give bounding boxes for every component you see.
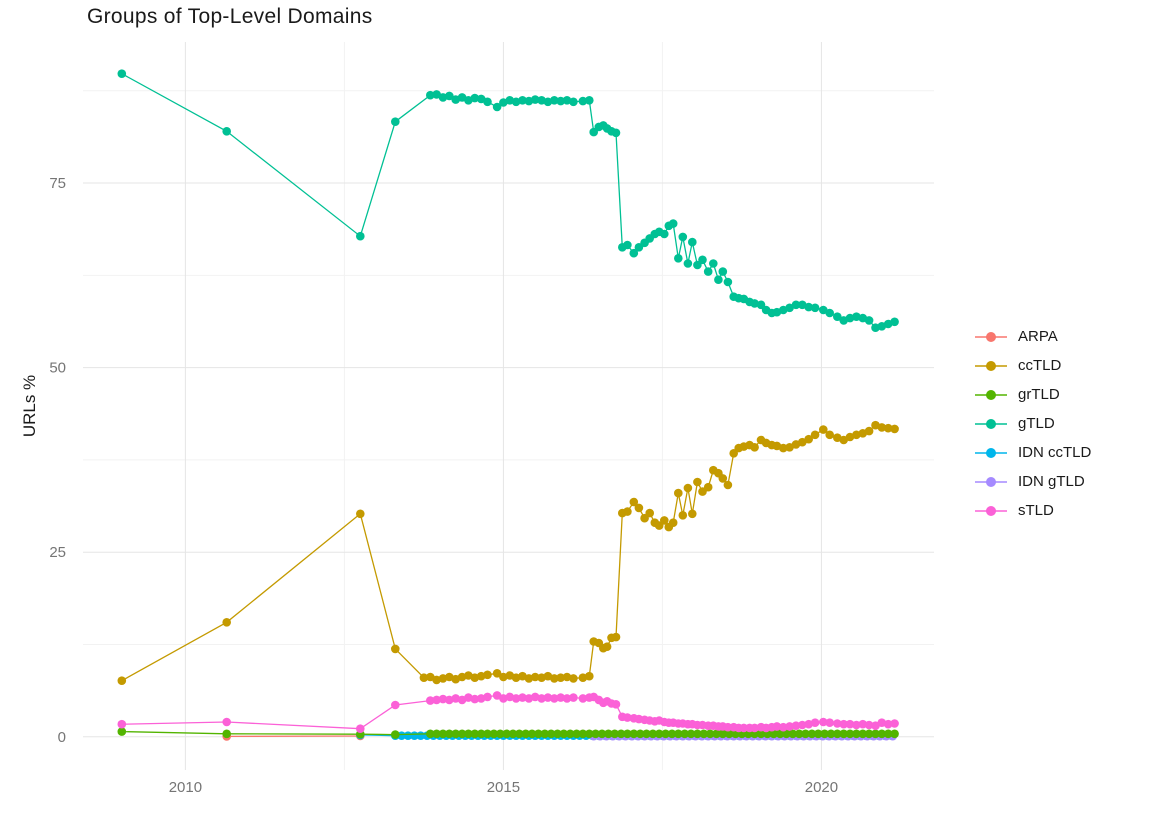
gridlines-major [83, 42, 934, 770]
legend-key-icon [975, 388, 1007, 402]
legend-key-icon [975, 417, 1007, 431]
chart-title: Groups of Top-Level Domains [87, 5, 373, 28]
gridlines-minor [83, 42, 934, 770]
legend-item-grtld: grTLD [975, 380, 1091, 409]
legend-item-idn-cctld: IDN ccTLD [975, 438, 1091, 467]
legend-item-cctld: ccTLD [975, 351, 1091, 380]
series-arpa [222, 731, 365, 741]
y-tick-label: 25 [49, 544, 66, 561]
legend-key-icon [975, 475, 1007, 489]
legend-item-label: IDN gTLD [1018, 473, 1085, 490]
series-grtld [117, 727, 899, 739]
legend-key-icon [975, 359, 1007, 373]
legend-item-idn-gtld: IDN gTLD [975, 467, 1091, 496]
y-tick-label: 0 [58, 729, 66, 746]
series-stld [117, 691, 899, 733]
legend-key-icon [975, 446, 1007, 460]
y-tick-label: 75 [49, 175, 66, 192]
legend-item-label: IDN ccTLD [1018, 444, 1092, 461]
x-tick-label: 2010 [169, 779, 202, 796]
y-tick-label: 50 [49, 360, 66, 377]
series-cctld [117, 420, 899, 685]
series-gtld [117, 69, 899, 333]
legend-item-label: grTLD [1018, 386, 1060, 403]
data-series [117, 69, 899, 741]
legend-key-icon [975, 504, 1007, 518]
legend-item-label: sTLD [1018, 502, 1054, 519]
legend-item-label: ccTLD [1018, 357, 1062, 374]
legend-item-label: gTLD [1018, 415, 1055, 432]
axis-tick-labels: 0 25 50 75 2010 2015 2020 [49, 175, 838, 796]
legend-item-stld: sTLD [975, 496, 1091, 525]
legend-item-arpa: ARPA [975, 322, 1091, 351]
x-tick-label: 2020 [805, 779, 838, 796]
x-tick-label: 2015 [487, 779, 520, 796]
legend-key-icon [975, 330, 1007, 344]
legend-item-label: ARPA [1018, 328, 1058, 345]
legend-item-gtld: gTLD [975, 409, 1091, 438]
legend: ARPA ccTLD grTLD gTLD IDN ccTLD IDN gTLD sTLD [975, 322, 1091, 525]
